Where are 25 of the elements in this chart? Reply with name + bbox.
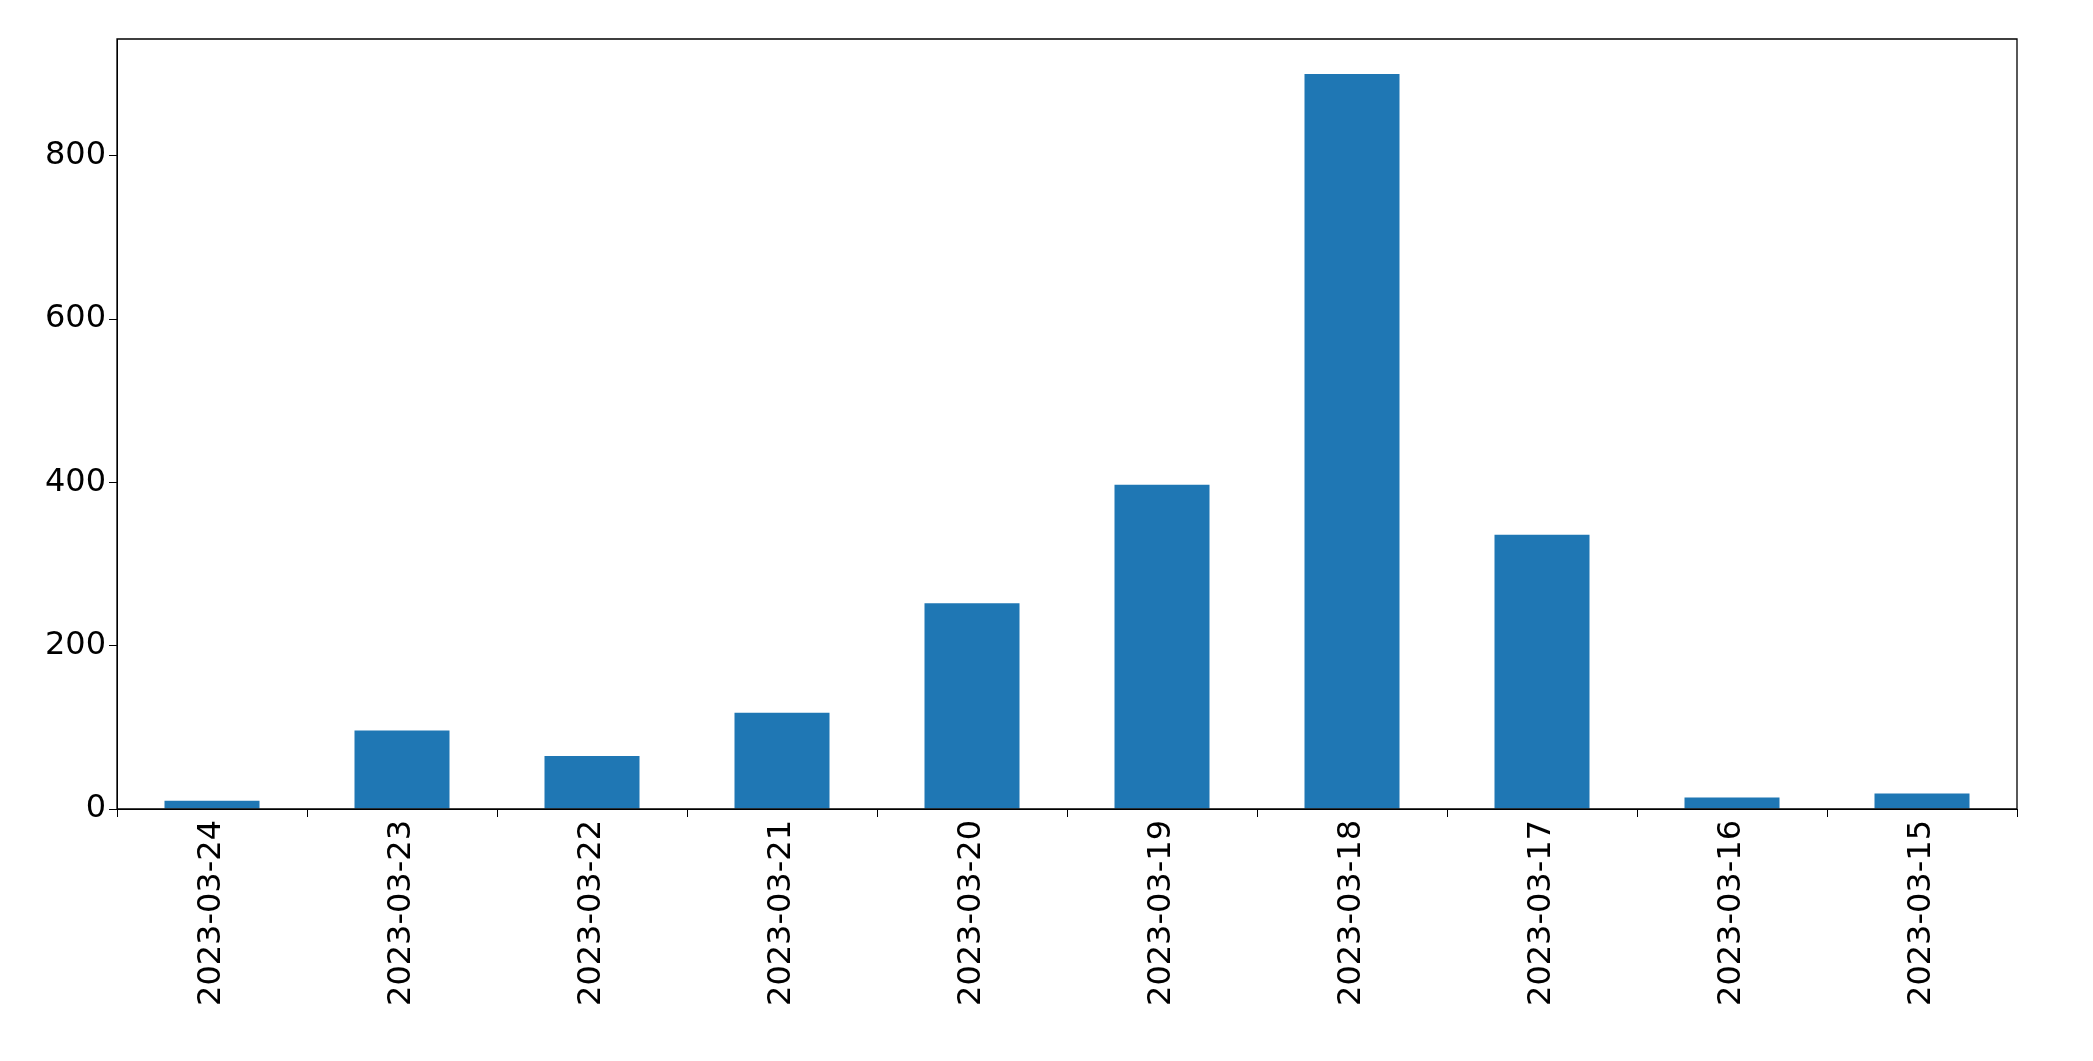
bar: [1114, 484, 1210, 809]
x-tick-label: 2023-03-21: [760, 820, 799, 1006]
x-tick-label: 2023-03-23: [380, 820, 419, 1006]
bar: [164, 800, 260, 809]
bar: [1874, 793, 1970, 809]
bar: [1684, 797, 1780, 809]
y-tick-label: 200: [44, 624, 106, 662]
x-tick-label: 2023-03-18: [1330, 820, 1369, 1006]
x-tick-label: 2023-03-22: [570, 820, 609, 1006]
x-tick-label: 2023-03-17: [1520, 820, 1559, 1006]
y-tick-label: 600: [44, 297, 106, 336]
y-tick-label: 800: [44, 134, 106, 173]
y-tick-label: 0: [85, 787, 106, 826]
bar: [1304, 74, 1400, 809]
x-tick-label: 2023-03-20: [950, 820, 989, 1006]
bar: [734, 712, 830, 809]
bar: [924, 603, 1020, 809]
y-tick-label: 400: [44, 460, 106, 499]
bar: [354, 730, 450, 809]
x-tick-label: 2023-03-24: [190, 820, 229, 1006]
x-tick-label: 2023-03-16: [1710, 820, 1749, 1006]
x-tick-label: 2023-03-19: [1140, 820, 1179, 1006]
bar: [544, 755, 640, 809]
bar: [1494, 534, 1590, 809]
x-tick-label: 2023-03-15: [1900, 820, 1939, 1006]
